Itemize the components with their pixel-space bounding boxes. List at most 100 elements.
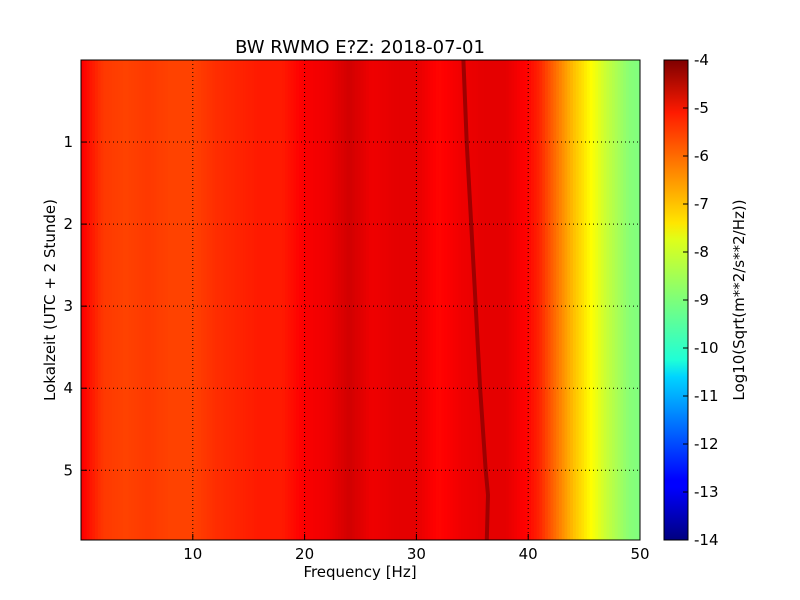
spectrogram-column	[620, 60, 624, 540]
spectrogram-column	[609, 60, 613, 540]
spectrogram-column	[301, 60, 306, 540]
spectrogram-column	[612, 60, 616, 540]
spectrogram-column	[637, 60, 640, 540]
spectrogram-column	[332, 60, 336, 540]
y-tick-label: 3	[63, 297, 73, 315]
colorbar-tick-label: -14	[694, 531, 719, 549]
spectrogram-column	[259, 60, 264, 540]
spectrogram-column	[279, 60, 283, 540]
spectrogram-column	[623, 60, 627, 540]
spectrogram-column	[83, 60, 88, 540]
spectrogram-column	[514, 60, 518, 540]
spectrogram-column	[106, 60, 110, 540]
spectrogram-column	[628, 60, 633, 540]
spectrogram-column	[276, 60, 281, 540]
y-axis-label: Lokalzeit (UTC + 2 Stunde)	[41, 199, 59, 401]
spectrogram-column	[282, 60, 286, 540]
spectrogram-column	[452, 60, 457, 540]
spectrogram-column	[614, 60, 619, 540]
spectrogram-column	[192, 60, 197, 540]
x-axis: 10 20 30 40 50	[183, 534, 650, 563]
spectrogram-column	[304, 60, 308, 540]
spectrogram-column	[354, 60, 359, 540]
spectrogram-column	[97, 60, 102, 540]
spectrogram-column	[273, 60, 278, 540]
spectrogram-column	[408, 60, 412, 540]
spectrogram-column	[198, 60, 202, 540]
spectrogram-column	[447, 60, 451, 540]
spectrogram-column	[287, 60, 292, 540]
spectrogram-column	[209, 60, 213, 540]
spectrogram-column	[162, 60, 166, 540]
spectrogram-column	[631, 60, 636, 540]
spectrogram-column	[329, 60, 334, 540]
spectrogram-column	[226, 60, 230, 540]
spectrogram-column	[480, 60, 485, 540]
spectrogram-column	[254, 60, 258, 540]
colorbar-tick-label: -12	[694, 435, 719, 453]
spectrogram-column	[195, 60, 199, 540]
spectrogram-column	[581, 60, 585, 540]
spectrogram-column	[617, 60, 622, 540]
spectrogram-column	[522, 60, 527, 540]
spectrogram-column	[371, 60, 376, 540]
y-tick-label: 2	[63, 215, 73, 233]
spectrogram-column	[212, 60, 216, 540]
spectrogram-column	[150, 60, 155, 540]
x-tick-label: 30	[407, 545, 426, 563]
spectrogram-column	[503, 60, 507, 540]
spectrogram-column	[170, 60, 174, 540]
spectrogram-column	[251, 60, 255, 540]
spectrogram-column	[424, 60, 429, 540]
spectrogram-column	[533, 60, 538, 540]
spectrogram-column	[326, 60, 331, 540]
spectrogram-column	[215, 60, 219, 540]
spectrogram-column	[519, 60, 524, 540]
spectrogram-column	[131, 60, 135, 540]
spectrogram-column	[469, 60, 473, 540]
spectrogram-column	[578, 60, 582, 540]
spectrogram-column	[89, 60, 93, 540]
spectrogram-column	[544, 60, 549, 540]
y-tick-label: 4	[63, 379, 73, 397]
spectrogram-column	[486, 60, 490, 540]
spectrogram-column	[491, 60, 496, 540]
spectrogram-column	[363, 60, 367, 540]
spectrogram-column	[94, 60, 99, 540]
spectrogram-column	[416, 60, 420, 540]
spectrogram-column	[466, 60, 471, 540]
spectrogram-column	[262, 60, 267, 540]
spectrogram-column	[324, 60, 328, 540]
spectrogram-column	[343, 60, 348, 540]
spectrogram-column	[438, 60, 443, 540]
spectrogram-column	[122, 60, 127, 540]
x-tick-label: 10	[183, 545, 202, 563]
spectrogram-column	[553, 60, 557, 540]
spectrogram-column	[536, 60, 540, 540]
spectrogram-column	[352, 60, 356, 540]
spectrogram-column	[293, 60, 297, 540]
spectrogram-column	[402, 60, 406, 540]
spectrogram-column	[634, 60, 638, 540]
spectrogram-column	[626, 60, 630, 540]
narrowband-line	[461, 60, 491, 540]
spectrogram-column	[435, 60, 440, 540]
spectrogram-column	[449, 60, 454, 540]
colorbar-tick-label: -4	[694, 51, 709, 69]
colorbar-ticks: -4 -5 -6 -7 -8 -9 -10 -11 -12 -13 -14	[683, 51, 719, 549]
spectrogram-column	[164, 60, 169, 540]
spectrogram-column	[318, 60, 322, 540]
y-axis: 1 2 3 4 5	[63, 133, 87, 479]
spectrogram-column	[92, 60, 96, 540]
spectrogram-column	[307, 60, 311, 540]
colorbar-tick-label: -7	[694, 195, 709, 213]
spectrogram-column	[511, 60, 515, 540]
spectrogram-column	[413, 60, 417, 540]
spectrogram-column	[489, 60, 493, 540]
x-axis-label: Frequency [Hz]	[303, 563, 416, 581]
spectrogram-column	[173, 60, 177, 540]
spectrogram-column	[148, 60, 152, 540]
spectrogram-column	[299, 60, 303, 540]
spectrogram-column	[223, 60, 227, 540]
spectrogram-column	[374, 60, 378, 540]
